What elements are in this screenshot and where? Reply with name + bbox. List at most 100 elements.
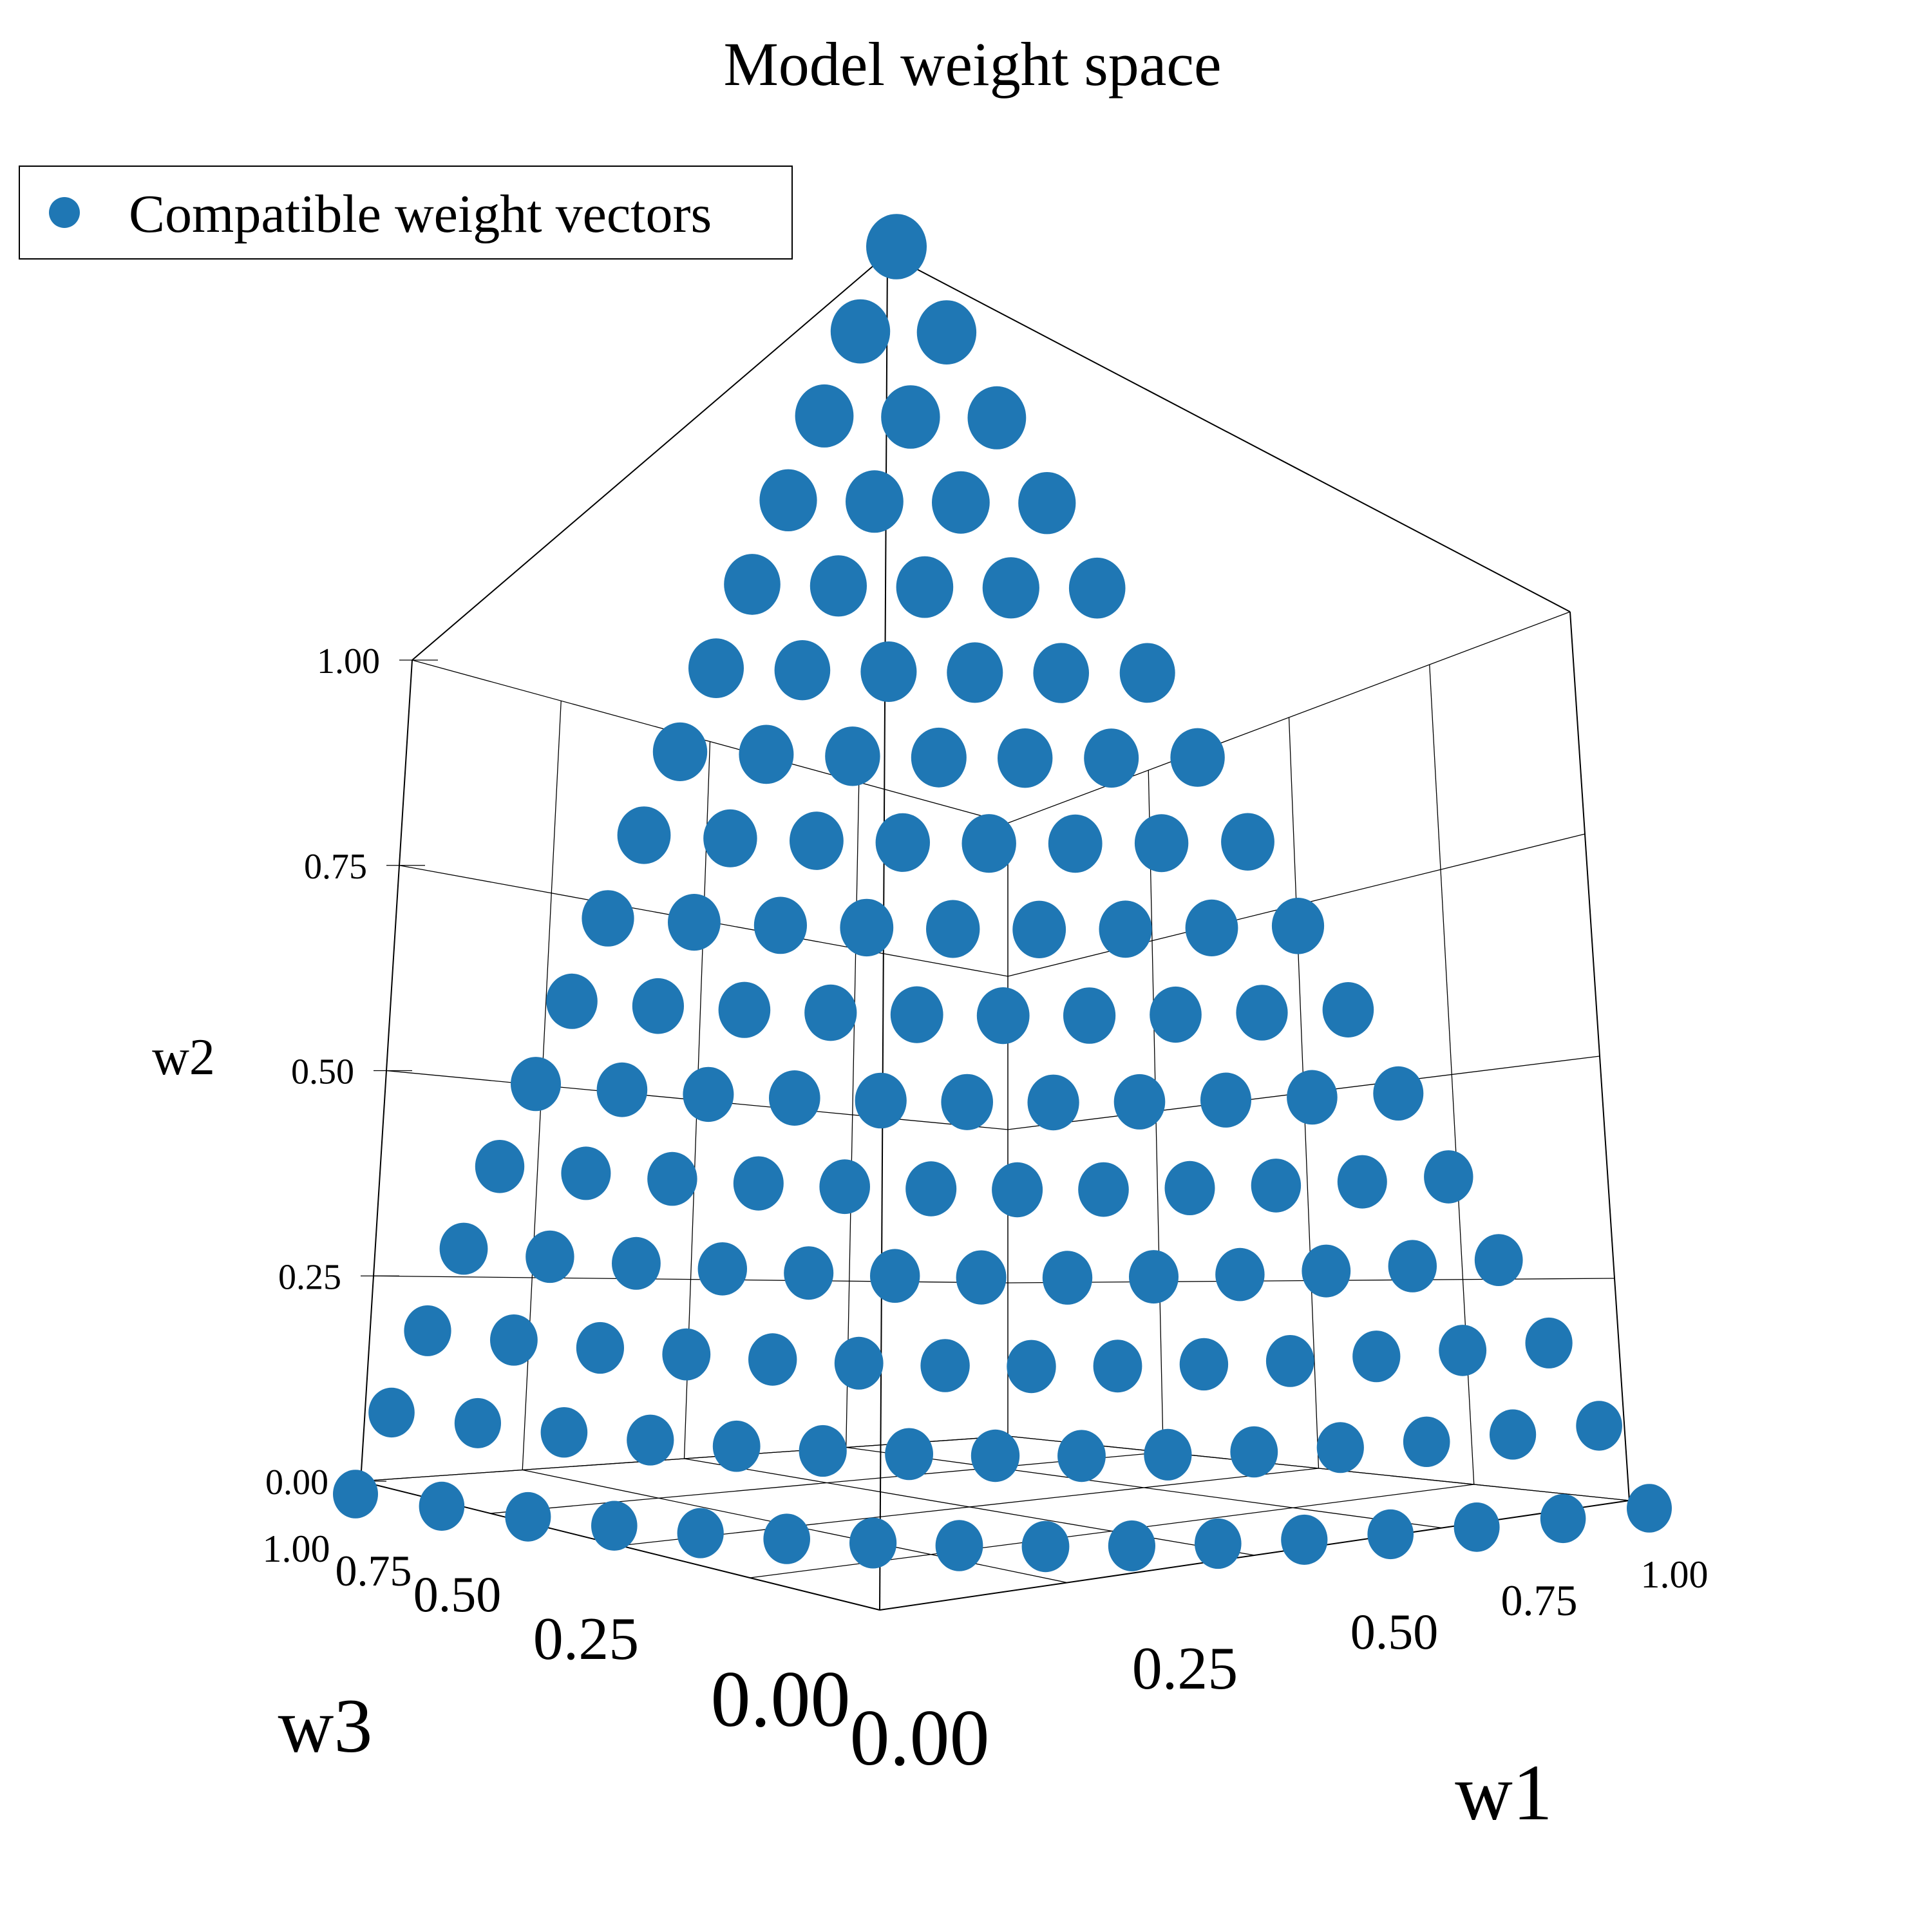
w2-tick-label: 0.25 [278,1257,341,1297]
w1-tick-label: 0.50 [1350,1604,1439,1660]
data-point [1236,985,1288,1041]
data-point [1068,557,1126,619]
frame-edge-right [1569,611,1630,1501]
data-point [956,1250,1007,1305]
data-point [763,1513,810,1564]
data-point [1099,900,1152,958]
data-point [1027,1074,1079,1131]
data-point [505,1492,551,1542]
data-point [561,1146,611,1200]
data-point [1302,1244,1351,1298]
data-point [739,724,794,784]
data-point [1367,1509,1414,1560]
data-point [799,1425,847,1477]
data-point [1316,1422,1364,1473]
gridline-floor-b [1007,1435,1630,1501]
data-point [870,1249,920,1303]
w2-tick-label: 1.00 [317,641,380,681]
data-point [1439,1325,1487,1376]
data-point [1352,1331,1401,1383]
data-point [769,1070,820,1126]
data-point [967,386,1027,450]
data-point [1490,1409,1537,1460]
data-point [846,470,904,533]
legend-box [19,166,793,260]
data-point [490,1314,538,1366]
gridline-floor-b [846,1446,1443,1529]
data-point [916,300,977,365]
data-points [333,214,1672,1573]
data-point [1119,643,1175,703]
data-point [932,471,990,534]
data-point [849,1517,897,1569]
data-point [526,1230,574,1283]
w3-tick-label: 0.75 [336,1546,412,1595]
data-point [1144,1428,1192,1481]
data-point [333,1470,378,1519]
data-point [748,1333,797,1386]
data-point [475,1140,525,1193]
data-point [961,814,1016,873]
data-point [1179,1338,1229,1391]
data-point [1474,1234,1523,1286]
w2-tick-label: 0.75 [304,847,367,887]
data-point [855,1072,907,1129]
data-point [1108,1520,1155,1571]
data-point [454,1397,502,1448]
data-point [1281,1514,1328,1565]
data-point [1134,814,1189,873]
data-point [540,1407,588,1458]
data-point [627,1414,674,1466]
data-point [1042,1251,1093,1305]
gridline-w3-wall [846,782,860,1448]
data-point [911,727,967,788]
frame-edge-bottom-right [879,1500,1630,1611]
w2-axis-label: w2 [152,1029,215,1086]
data-point [1048,814,1103,873]
w1-tick-label: 0.00 [850,1694,990,1782]
data-point [1287,1070,1338,1125]
data-point [546,973,598,1029]
data-point [688,638,744,698]
data-point [368,1387,415,1438]
legend: Compatible weight vectors [19,166,793,260]
data-point [718,981,771,1038]
w3-axis-label: w3 [278,1683,373,1768]
data-point [703,809,757,867]
data-point [834,1336,884,1390]
data-point [1093,1340,1142,1393]
data-point [668,894,721,951]
data-point [1403,1416,1450,1467]
data-point [998,728,1053,788]
w2-tick-label: 0.00 [265,1463,328,1502]
data-point [1033,643,1089,703]
data-point [1012,900,1066,959]
data-point [885,1428,933,1481]
data-point [1078,1162,1129,1217]
data-point [1195,1518,1242,1569]
data-point [830,299,891,364]
data-point [992,1162,1043,1218]
data-point [582,890,634,947]
data-point [1084,728,1139,788]
data-point [617,806,671,864]
data-point [810,555,867,617]
frame-edge-top-right [887,253,1571,612]
data-point [677,1508,724,1558]
gridline-floor-b [684,1458,1255,1556]
data-point [576,1321,625,1374]
data-point [1424,1150,1473,1204]
data-point [1150,986,1202,1043]
data-point [1525,1317,1573,1368]
data-point [881,385,940,449]
data-point [712,1420,761,1472]
gridline-w2-right [1007,611,1571,824]
data-point [1021,1520,1070,1573]
data-point [1113,1074,1166,1130]
data-point [652,722,708,781]
data-point [1185,899,1238,956]
data-point [941,1074,993,1130]
data-point [1230,1426,1278,1478]
data-point [774,639,831,701]
